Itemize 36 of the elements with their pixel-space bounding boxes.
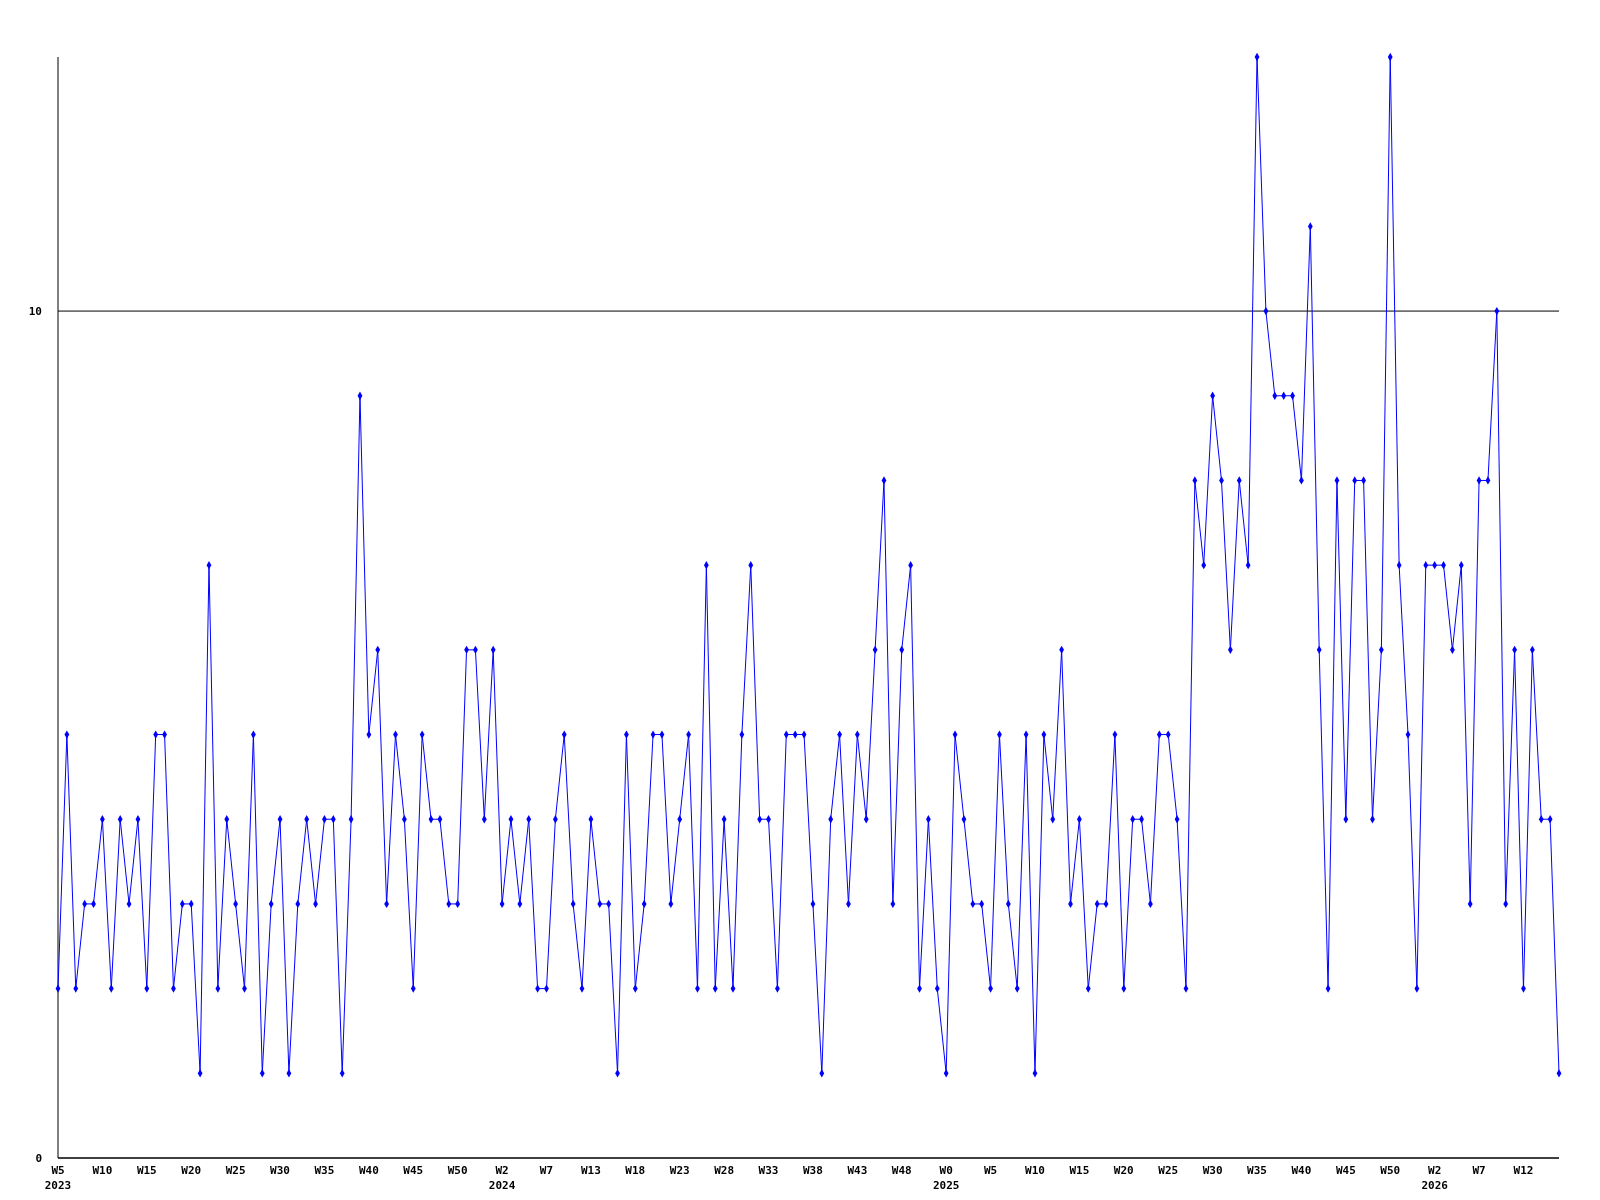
x-tick-label: W45 (403, 1164, 424, 1177)
x-tick-label: W7 (1472, 1164, 1486, 1177)
x-tick-label: W5 (983, 1164, 998, 1177)
x-tick-label: W33 (758, 1164, 779, 1177)
y-tick-label: 10 (28, 304, 42, 318)
x-tick-label: W30 (1202, 1164, 1223, 1177)
x-tick-label: W12 (1513, 1164, 1534, 1177)
x-tick-label: W43 (847, 1164, 868, 1177)
x-tick-label: W10 (92, 1164, 113, 1177)
x-tick-label: W18 (625, 1164, 646, 1177)
x-tick-label: W50 (447, 1164, 468, 1177)
x-tick-label: W50 (1380, 1164, 1401, 1177)
x-tick-label: W20 (1113, 1164, 1134, 1177)
x-tick-label: W25 (225, 1164, 246, 1177)
x-tick-label: W2 2026 (1421, 1164, 1449, 1192)
x-tick-label: W30 (270, 1164, 290, 1177)
x-tick-label: W13 (580, 1164, 601, 1177)
x-tick-label: W15 (136, 1164, 157, 1177)
x-tick-label: W10 (1025, 1164, 1045, 1177)
x-tick-label: W25 (1158, 1164, 1179, 1177)
x-tick-label: W40 (358, 1164, 379, 1177)
x-tick-label: W35 (314, 1164, 335, 1177)
x-tick-label: W5 2023 (44, 1164, 72, 1192)
x-tick-label: W35 (1247, 1164, 1267, 1177)
y-tick-label: 0 (35, 1151, 42, 1165)
x-tick-label: W45 (1335, 1164, 1356, 1177)
x-tick-label: W48 (891, 1164, 912, 1177)
x-tick-label: W23 (669, 1164, 690, 1177)
x-tick-label: W28 (714, 1164, 735, 1177)
x-tick-label: W40 (1291, 1164, 1312, 1177)
x-tick-label: W7 (539, 1164, 554, 1177)
x-tick-label: W38 (803, 1164, 823, 1177)
x-tick-label: W2 2024 (488, 1164, 516, 1192)
x-tick-label: W15 (1069, 1164, 1090, 1177)
x-tick-label: W0 2025 (932, 1164, 960, 1192)
x-tick-label: W20 (181, 1164, 202, 1177)
